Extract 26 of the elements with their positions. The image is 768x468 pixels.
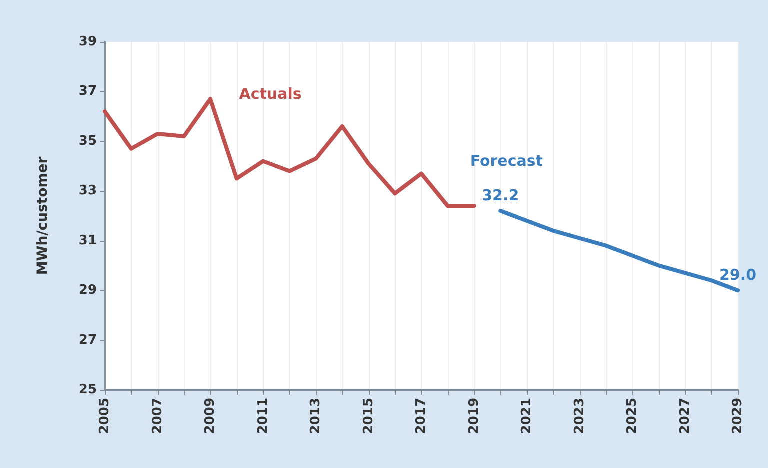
x-tick-label: 2029 (730, 398, 746, 434)
x-tick-label: 2009 (203, 398, 218, 434)
y-tick-label: 33 (78, 184, 97, 199)
x-tick-label: 2011 (256, 398, 271, 434)
y-tick-label: 37 (78, 84, 97, 100)
x-tick-label: 2015 (361, 398, 376, 434)
x-tick-label: 2017 (414, 398, 429, 434)
y-tick-label: 31 (78, 233, 97, 248)
x-tick-label: 2013 (308, 398, 324, 434)
y-tick-label: 27 (78, 332, 97, 348)
y-axis-title: MWh/customer (35, 156, 51, 276)
x-tick-label: 2027 (678, 398, 693, 434)
text: Forecast (470, 152, 543, 170)
x-tick-label: 2019 (466, 398, 482, 434)
x-tick-label: 2005 (98, 398, 112, 434)
y-tick-label: 29 (78, 283, 97, 298)
x-tick-label: 2025 (625, 398, 640, 434)
data-label: 29.0 (719, 266, 757, 284)
x-tick-label: 2023 (572, 398, 588, 434)
x-tick-label: 2007 (150, 398, 166, 434)
y-tick-label: 39 (78, 34, 97, 50)
data-label: 32.2 (482, 186, 520, 205)
y-tick-label: 35 (78, 134, 97, 149)
series-label: Actuals (239, 85, 302, 104)
x-tick-label: 2021 (520, 398, 534, 434)
y-tick-label: 25 (78, 382, 97, 398)
